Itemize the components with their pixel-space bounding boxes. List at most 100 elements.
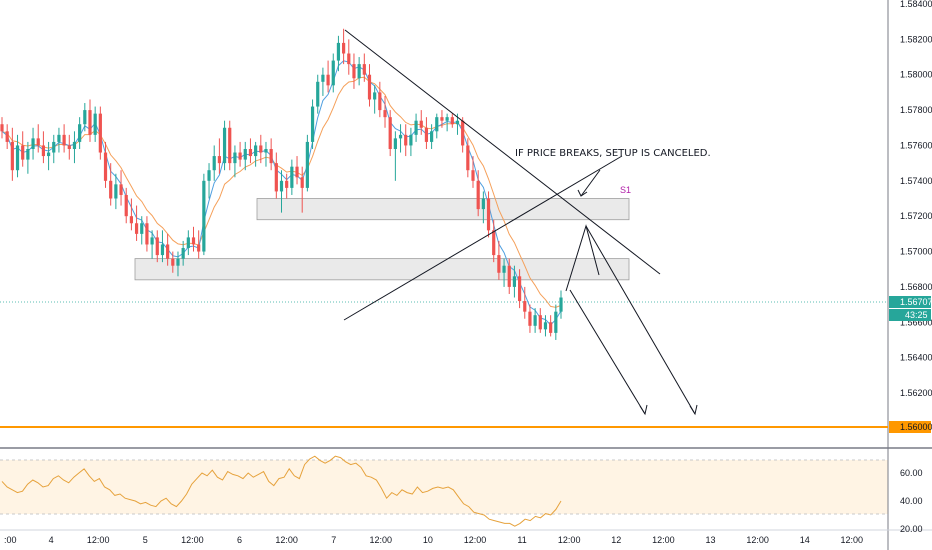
price-tick-label: 1.58200: [900, 34, 932, 44]
rsi-tick-label: 60.00: [900, 468, 923, 478]
time-axis[interactable]: :00 4 12:00 5 12:00 6 12:00 7 12:00 10 12:00 11 12:0…: [4, 535, 863, 545]
candle-body: [342, 42, 346, 54]
price-tick-label: 1.57200: [900, 211, 932, 221]
current-price-tag-bg: [889, 296, 931, 308]
time-tick-label: 11: [517, 535, 526, 545]
ascending-trendline: [343, 155, 623, 321]
rsi-tick-label: 40.00: [900, 496, 923, 506]
time-tick-label: 12:00: [87, 535, 110, 545]
time-tick-label: :00: [4, 535, 17, 545]
drop-path: [569, 289, 646, 415]
candle-body: [352, 64, 356, 79]
bounce-path-long: [585, 225, 696, 415]
candle-body: [357, 64, 361, 79]
candle-body: [269, 148, 273, 164]
time-tick-label: 12:00: [652, 535, 675, 545]
candle-body: [336, 42, 341, 61]
candle-body: [10, 141, 14, 171]
candle-body: [274, 163, 278, 192]
candle-body: [435, 117, 439, 132]
candle-body: [238, 152, 242, 160]
candle-body: [290, 166, 294, 188]
time-tick-label: 12:00: [558, 535, 581, 545]
time-tick-label: 7: [331, 535, 336, 545]
rsi-axis[interactable]: 60.00 40.00 20.00: [900, 468, 923, 534]
candle-body: [528, 311, 532, 326]
target-tag-bg: [889, 421, 931, 433]
candle-body: [285, 180, 289, 188]
candle-body: [98, 113, 102, 153]
candle-body: [476, 180, 480, 210]
candle-body: [31, 138, 35, 149]
time-tick-label: 13: [705, 535, 715, 545]
price-tick-label: 1.57400: [900, 176, 932, 186]
arrowhead-annotation: [577, 189, 588, 197]
candle-body: [538, 315, 542, 330]
candle-body: [378, 92, 382, 111]
candle-body: [321, 74, 325, 82]
candle-body: [305, 141, 309, 188]
candle-body: [481, 198, 485, 210]
candle-body: [331, 60, 335, 86]
candle-body: [176, 258, 180, 266]
price-tick-label: 1.57800: [900, 105, 932, 115]
time-tick-label: 10: [423, 535, 433, 545]
candle-body: [383, 110, 387, 118]
candle-body: [554, 311, 558, 333]
candle-body: [57, 134, 61, 142]
candle-body: [430, 131, 434, 142]
candle-body: [93, 113, 97, 135]
candle-body: [0, 124, 4, 132]
candle-body: [134, 223, 139, 234]
candle-body: [259, 145, 263, 153]
arrow-heads: [577, 189, 698, 416]
time-tick-label: 12:00: [275, 535, 298, 545]
candle-body: [62, 134, 66, 146]
candle-body: [222, 127, 227, 164]
candle-body: [207, 170, 211, 181]
price-tick-label: 1.56600: [900, 317, 932, 327]
rsi-band: [0, 460, 888, 514]
candle-body: [67, 145, 71, 149]
candle-body: [295, 166, 299, 178]
trend-drawings: [343, 29, 696, 415]
candle-body: [388, 117, 392, 149]
candle-body: [492, 230, 496, 256]
support-zone: [256, 198, 630, 221]
candle-body: [212, 156, 216, 171]
candle-body: [160, 244, 165, 256]
candle-body: [228, 127, 232, 164]
candle-body: [533, 315, 537, 326]
price-axis[interactable]: 1.58400 1.58200 1.58000 1.57800 1.57600 1.574…: [900, 0, 932, 398]
candle-body: [471, 170, 475, 181]
candle-body: [78, 124, 82, 142]
candle-body: [424, 127, 429, 142]
annotation-text: IF PRICE BREAKS, SETUP IS CANCELED.: [515, 148, 711, 159]
time-tick-label: 12: [611, 535, 621, 545]
candle-body: [145, 223, 149, 245]
candle-body: [455, 120, 460, 125]
candle-body: [466, 145, 470, 171]
candle-body: [155, 237, 159, 256]
candle-body: [52, 141, 56, 153]
candle-body: [264, 148, 268, 153]
candle-body: [114, 184, 118, 199]
candle-body: [191, 237, 196, 245]
candle-body: [440, 117, 444, 121]
candle-body: [5, 131, 9, 142]
candle-body: [486, 198, 491, 231]
candle-body: [512, 276, 517, 287]
descending-trendline: [344, 29, 661, 275]
time-tick-label: 6: [237, 535, 242, 545]
candle-body: [445, 117, 449, 121]
candle-body: [373, 92, 377, 100]
candle-body: [523, 301, 527, 312]
time-tick-label: 12:00: [370, 535, 393, 545]
current-price-tag: 1.56707: [900, 297, 932, 307]
candle-body: [217, 156, 221, 164]
candle-body: [26, 148, 30, 160]
price-tick-label: 1.58400: [900, 0, 932, 9]
candle-body: [124, 194, 128, 217]
candle-body: [171, 258, 175, 266]
